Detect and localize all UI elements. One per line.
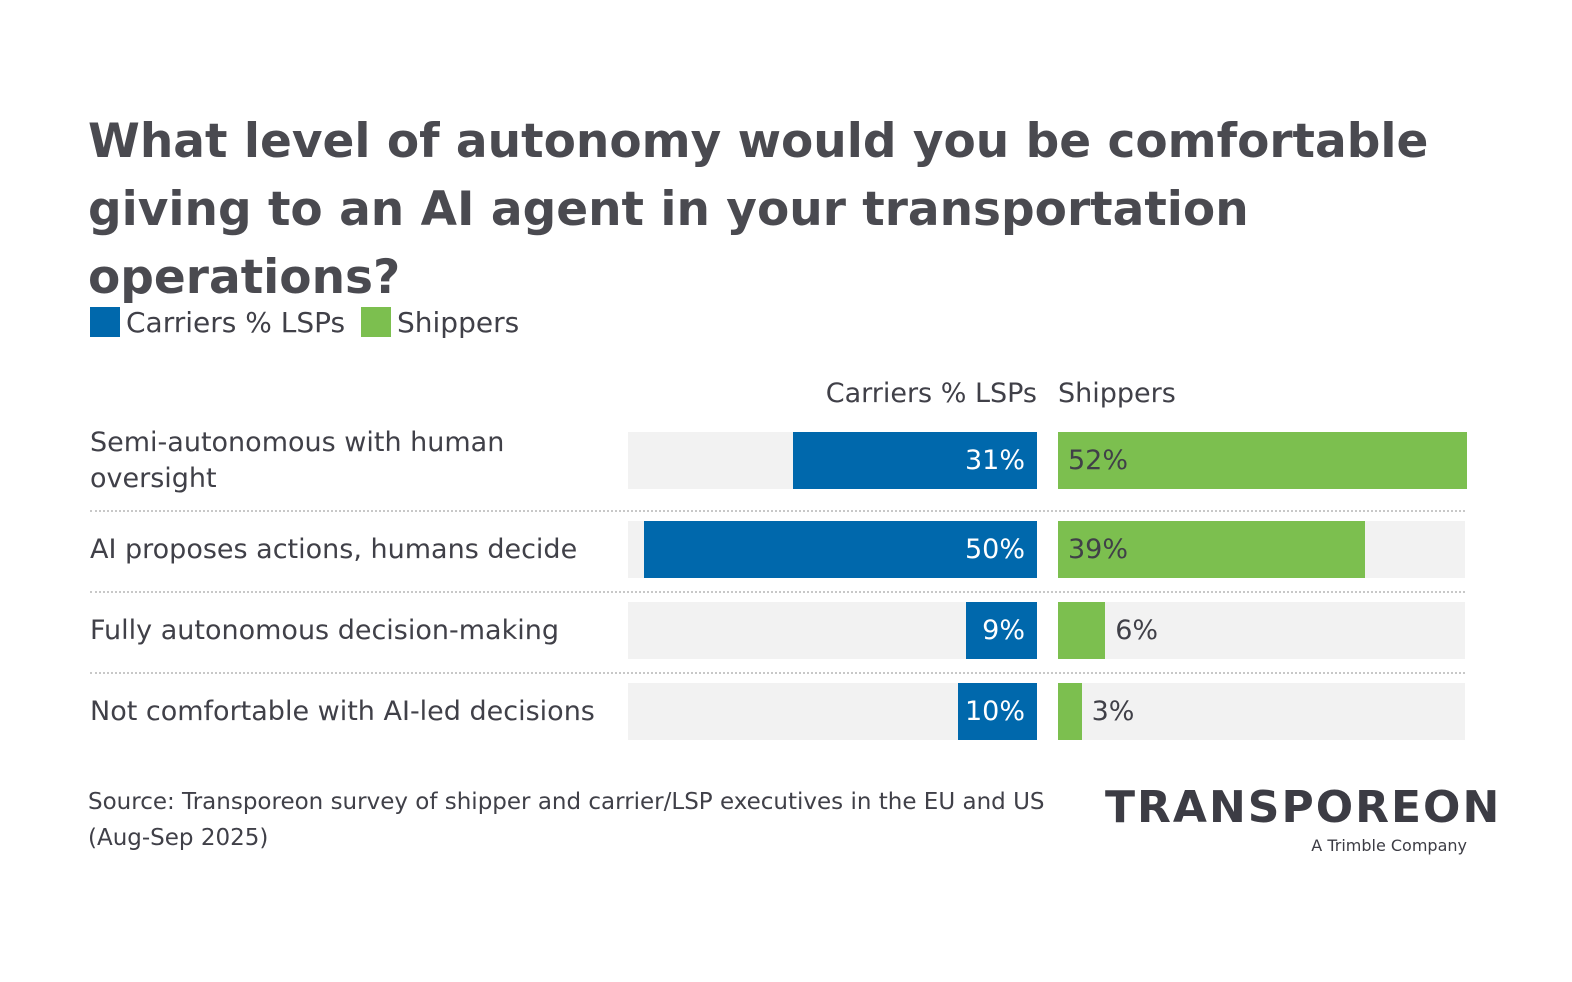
value-label: 31% <box>964 445 1025 476</box>
value-label: 10% <box>964 696 1025 727</box>
bar <box>643 521 1037 578</box>
column-header: Shippers <box>1058 378 1176 409</box>
bar <box>793 432 1037 489</box>
category-label: AI proposes actions, humans decide <box>90 533 578 565</box>
legend-item: Carriers % LSPs <box>90 302 345 342</box>
value-label: 9% <box>982 615 1025 646</box>
track <box>1058 602 1465 659</box>
separator <box>90 510 1465 512</box>
bar <box>1058 521 1365 578</box>
legend-swatch <box>90 307 120 337</box>
category-label: Semi-autonomous with human oversight <box>90 426 505 494</box>
value-label: 50% <box>964 534 1025 565</box>
logo-tagline: A Trimble Company <box>1311 836 1467 855</box>
separator <box>90 591 1465 593</box>
bar <box>1058 683 1082 740</box>
value-label: 3% <box>1091 696 1135 727</box>
category-label: Not comfortable with AI-led decisions <box>90 695 595 727</box>
bar <box>958 683 1037 740</box>
column-header: Carriers % LSPs <box>825 378 1037 409</box>
value-label: 39% <box>1068 534 1129 565</box>
bar <box>966 602 1037 659</box>
value-label: 52% <box>1068 445 1129 476</box>
source-note: Source: Transporeon survey of shipper an… <box>88 789 1045 851</box>
legend-label: Shippers <box>397 305 520 339</box>
legend-label: Carriers % LSPs <box>126 305 346 339</box>
legend-swatch <box>361 307 391 337</box>
chart-title: What level of autonomy would you be comf… <box>88 114 1429 305</box>
category-label: Fully autonomous decision-making <box>90 614 559 646</box>
bar <box>1058 602 1106 659</box>
track <box>1058 683 1465 740</box>
bar <box>1058 432 1467 489</box>
legend-item: Shippers <box>361 302 519 342</box>
value-label: 6% <box>1115 615 1159 646</box>
separator <box>90 672 1465 674</box>
logo: TRANSPOREON <box>1105 782 1502 833</box>
